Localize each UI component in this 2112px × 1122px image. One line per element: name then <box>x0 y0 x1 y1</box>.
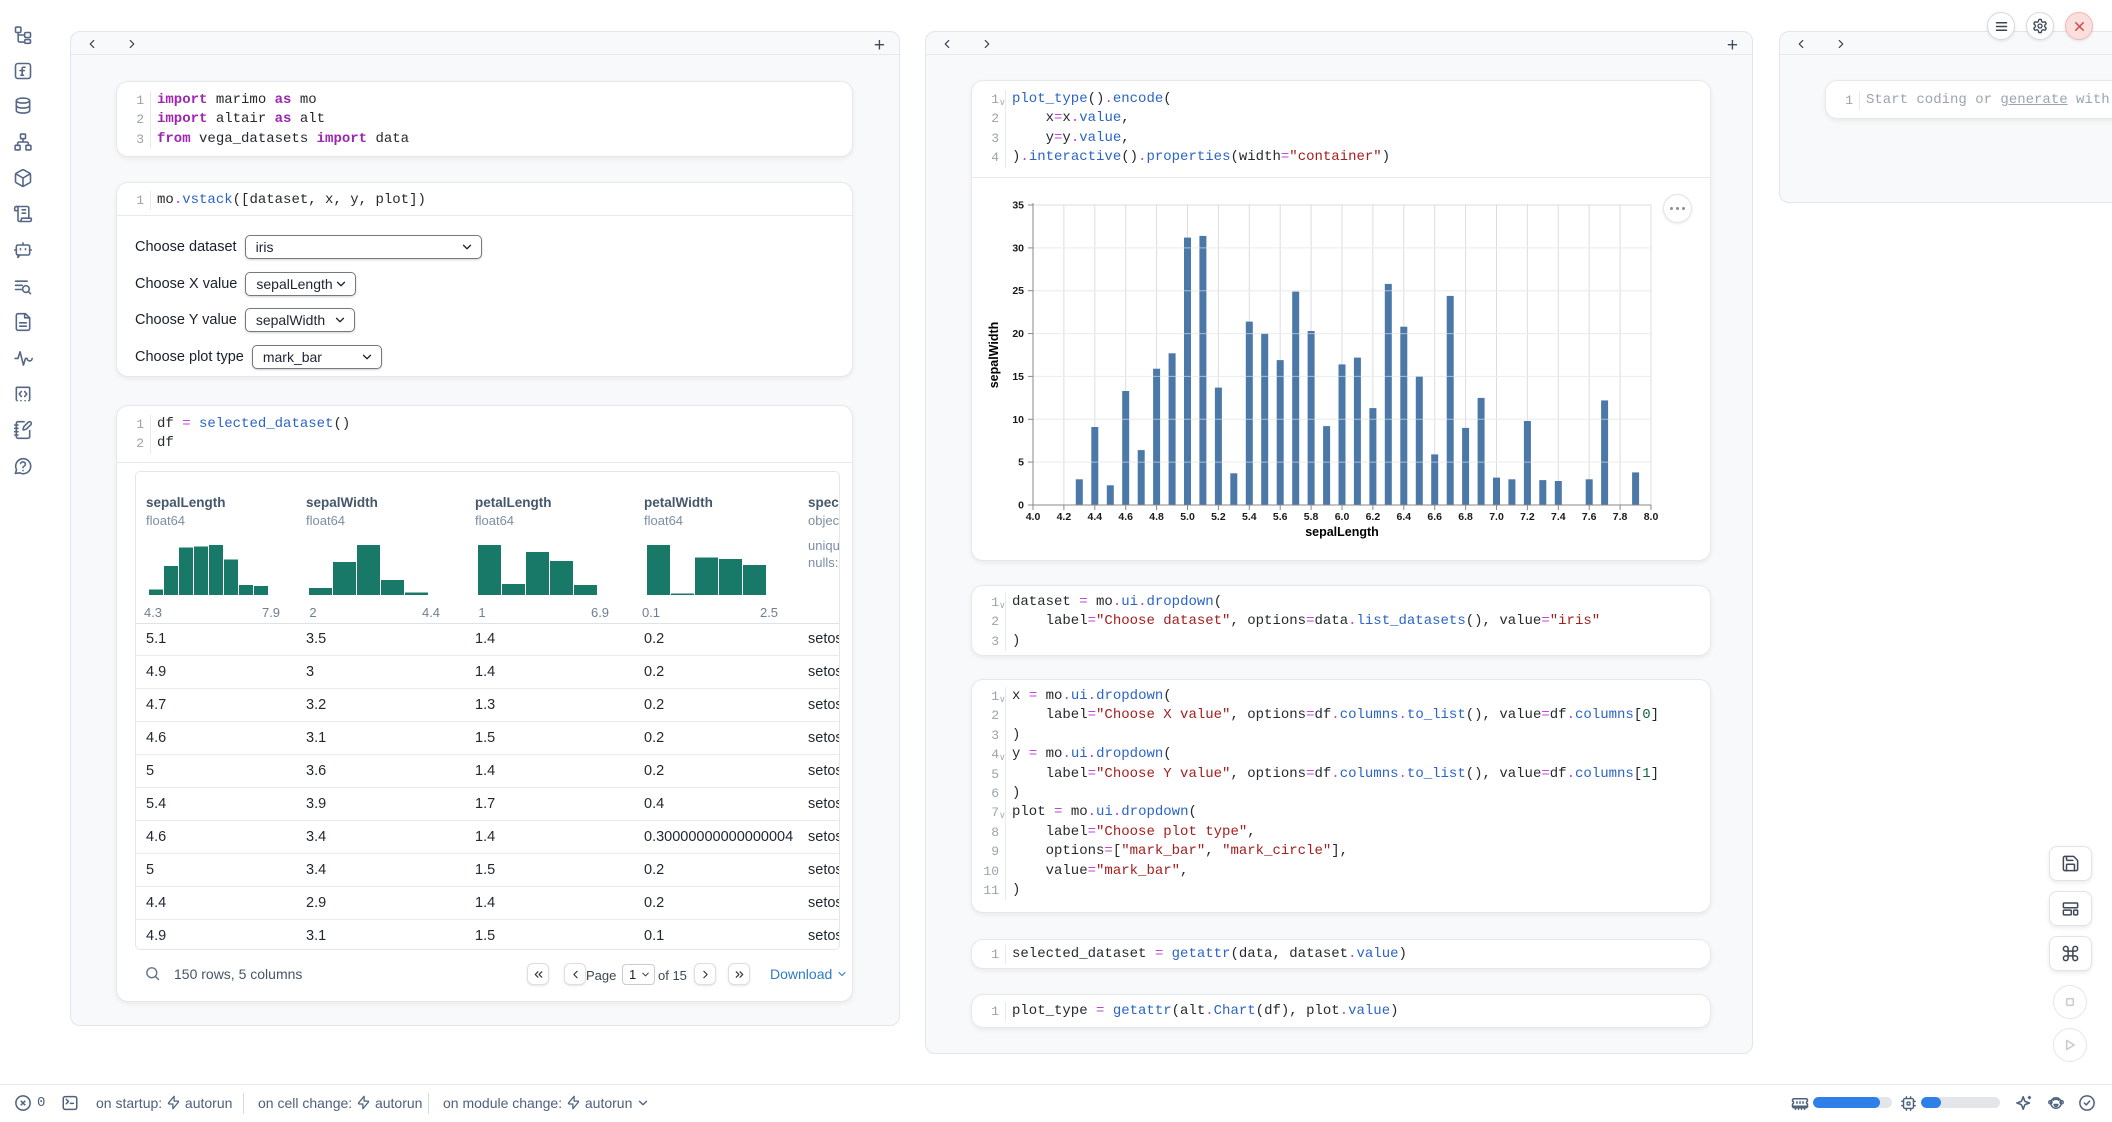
svg-text:4.0: 4.0 <box>1026 511 1041 523</box>
svg-text:6.2: 6.2 <box>1366 511 1381 523</box>
svg-text:0: 0 <box>1018 500 1024 512</box>
svg-text:7.8: 7.8 <box>1613 511 1628 523</box>
svg-text:25: 25 <box>1012 285 1024 297</box>
svg-text:4.4: 4.4 <box>1087 511 1102 523</box>
svg-text:sepalLength: sepalLength <box>1305 525 1379 539</box>
svg-text:8.0: 8.0 <box>1644 511 1659 523</box>
svg-text:6.8: 6.8 <box>1458 511 1473 523</box>
svg-text:5.4: 5.4 <box>1242 511 1257 523</box>
svg-text:15: 15 <box>1012 371 1024 383</box>
svg-text:4.2: 4.2 <box>1057 511 1072 523</box>
svg-text:7.0: 7.0 <box>1489 511 1504 523</box>
svg-text:6.6: 6.6 <box>1427 511 1442 523</box>
svg-text:5.8: 5.8 <box>1304 511 1319 523</box>
svg-text:30: 30 <box>1012 242 1024 254</box>
svg-text:sepalWidth: sepalWidth <box>987 322 1001 389</box>
svg-text:5: 5 <box>1018 457 1024 469</box>
svg-text:5.6: 5.6 <box>1273 511 1288 523</box>
svg-text:7.4: 7.4 <box>1551 511 1566 523</box>
svg-text:20: 20 <box>1012 328 1024 340</box>
svg-text:5.2: 5.2 <box>1211 511 1226 523</box>
svg-text:7.6: 7.6 <box>1582 511 1597 523</box>
svg-text:4.6: 4.6 <box>1118 511 1133 523</box>
svg-text:5.0: 5.0 <box>1180 511 1195 523</box>
svg-text:10: 10 <box>1012 414 1024 426</box>
svg-text:4.8: 4.8 <box>1149 511 1164 523</box>
svg-text:7.2: 7.2 <box>1520 511 1535 523</box>
svg-text:6.0: 6.0 <box>1335 511 1350 523</box>
svg-text:6.4: 6.4 <box>1396 511 1411 523</box>
svg-text:35: 35 <box>1012 200 1024 212</box>
